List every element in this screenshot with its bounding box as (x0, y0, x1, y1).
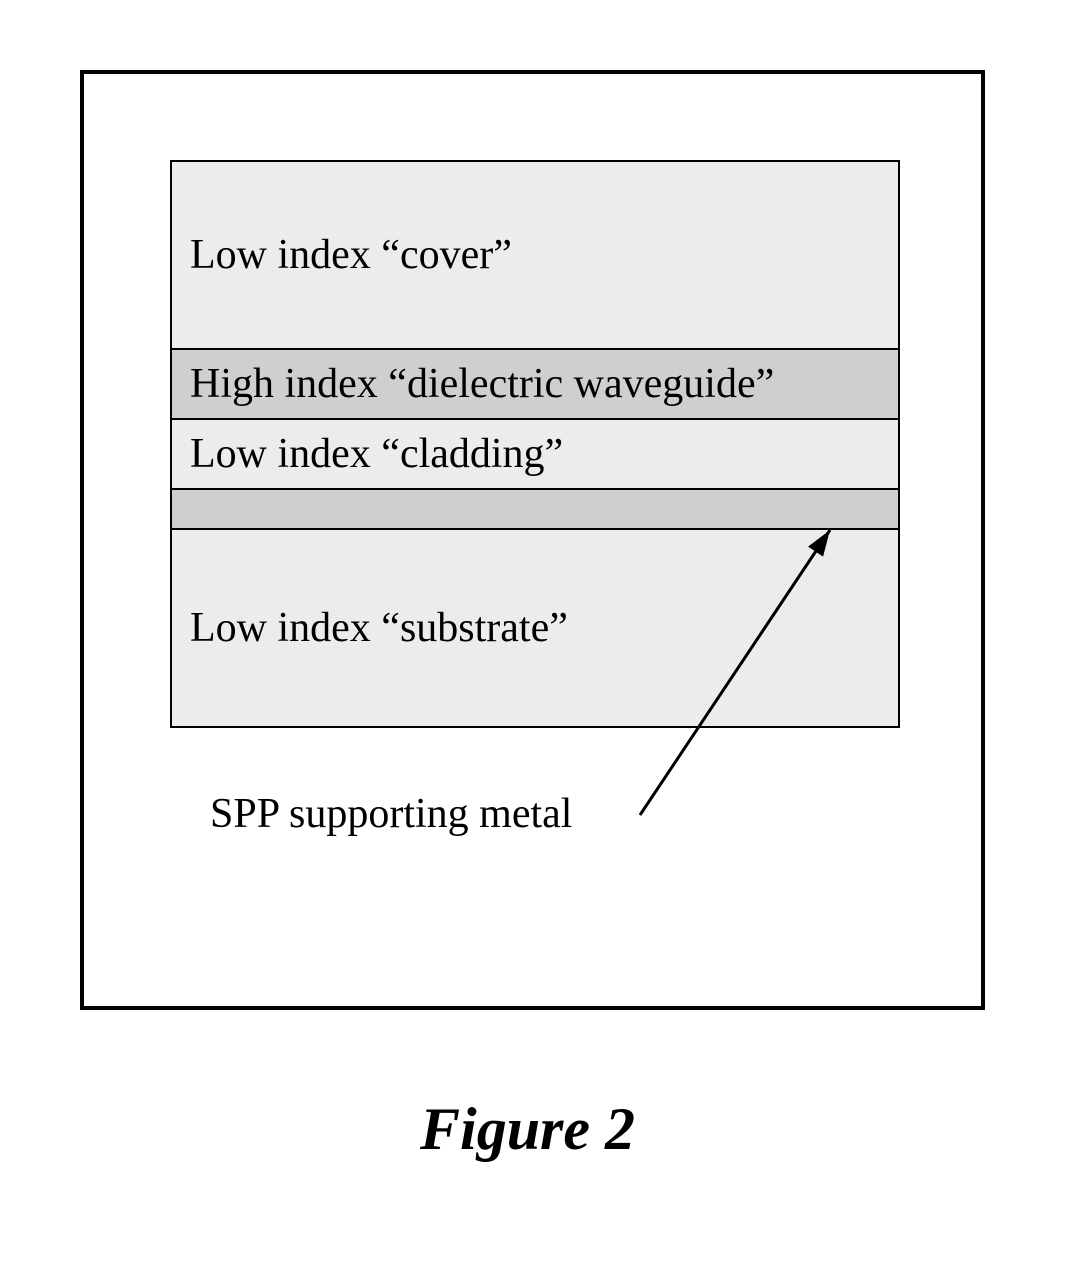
figure-caption: Figure 2 (420, 1095, 635, 1164)
callout-label: SPP supporting metal (210, 790, 572, 838)
callout-arrow (0, 0, 1086, 1269)
